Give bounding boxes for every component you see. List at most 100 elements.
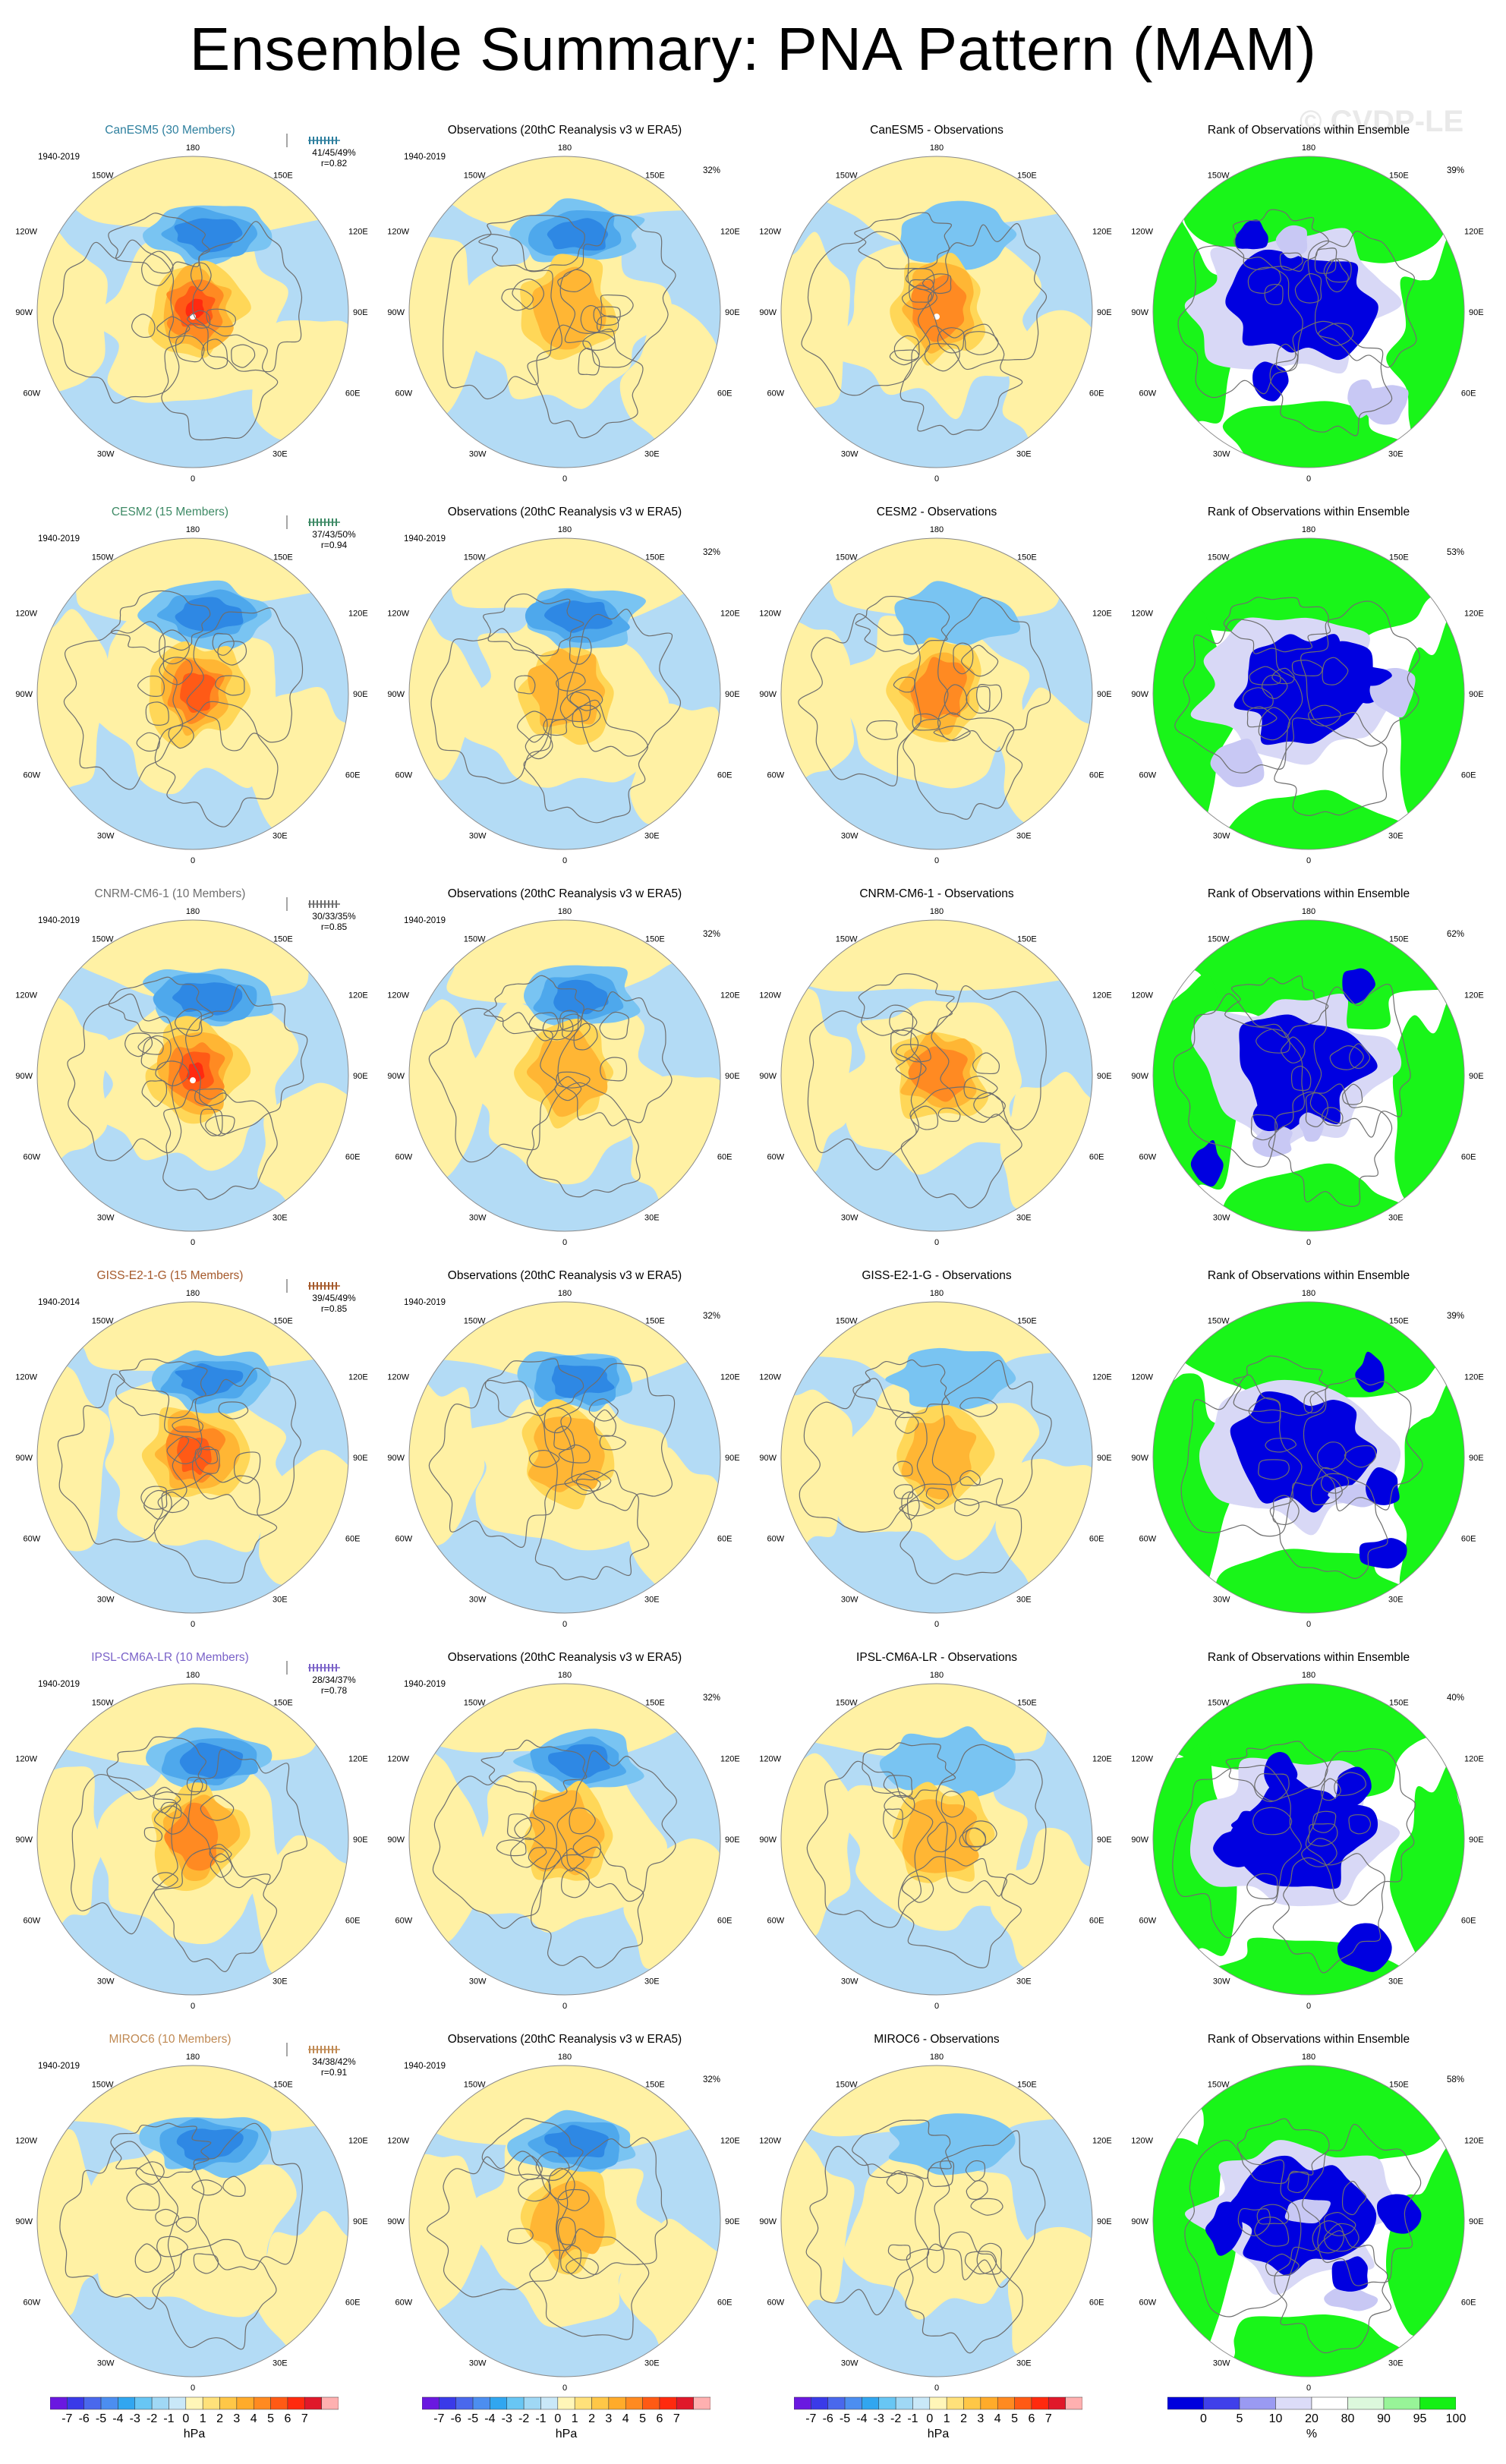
lon-label-right: 90E (1469, 2217, 1484, 2226)
lon-label-mid_upper_right: 120E (1092, 1373, 1112, 1382)
lon-label-lower_left: 30W (841, 832, 859, 841)
map-r0c1: 180 0 150W 150E 120W 120E 90W 90E 60W 60E 30W 30E (387, 143, 739, 484)
lon-label-mid_upper_left: 120W (1131, 991, 1153, 1000)
summary-row: MIROC6 (10 Members) 1940-2019 34/38/42% r=0… (0, 2031, 1506, 2410)
pattern-correlation: r=0.85 (320, 1303, 348, 1314)
lon-label-upper_right: 150E (1389, 553, 1409, 562)
lon-label-lower_right: 30E (273, 832, 288, 841)
lon-label-upper_right: 150E (1389, 935, 1409, 944)
lon-label-left: 90W (15, 308, 33, 317)
percent-label: 32% (703, 2075, 721, 2084)
percent-label: 40% (1447, 1694, 1465, 1703)
lon-label-upper_left: 150W (92, 1317, 114, 1326)
map-boundary (408, 1683, 721, 1996)
lon-label-left: 90W (1131, 1454, 1148, 1463)
lon-label-mid_lower_right: 60E (1461, 1917, 1476, 1926)
coastlines (428, 1358, 676, 1580)
colorbar-swatch (1347, 2396, 1385, 2410)
lon-label-mid_lower_right: 60E (1089, 1535, 1104, 1544)
colorbar-label: 20 (1305, 2412, 1319, 2425)
colorbar-swatch (574, 2396, 592, 2410)
colorbar-label: 4 (250, 2412, 257, 2425)
lon-label-mid_lower_left: 60W (767, 389, 784, 399)
panel-title: Rank of Observations within Ensemble (1207, 887, 1410, 900)
panel-title: CESM2 (15 Members) (111, 506, 229, 518)
lon-label-top: 180 (1302, 2053, 1315, 2062)
coastlines (443, 215, 676, 439)
map-r0c0: 180 0 150W 150E 120W 120E 90W 90E 60W 60E 30W 30E (15, 143, 367, 484)
lon-label-upper_right: 150E (645, 553, 665, 562)
map-boundary (1152, 156, 1465, 468)
lon-label-right: 90E (1097, 1072, 1112, 1081)
lon-label-top: 180 (1302, 143, 1315, 153)
lon-label-mid_lower_right: 60E (1461, 771, 1476, 780)
lon-label-bottom: 0 (1306, 2384, 1311, 2393)
colorbar-swatch (506, 2396, 525, 2410)
lon-label-lower_right: 30E (1388, 1977, 1404, 1987)
spread-whisker (286, 897, 340, 911)
pattern-correlation: r=0.82 (320, 158, 348, 169)
lon-label-mid_lower_left: 60W (1139, 1153, 1156, 1162)
lon-label-bottom: 0 (562, 856, 567, 865)
lon-label-lower_right: 30E (644, 450, 660, 459)
lon-label-lower_left: 30W (97, 1214, 115, 1223)
colorbar-swatch (1203, 2396, 1240, 2410)
lon-label-upper_left: 150W (836, 935, 858, 944)
lon-label-lower_left: 30W (1213, 2359, 1230, 2368)
lon-label-left: 90W (759, 690, 777, 699)
lon-label-mid_upper_left: 120W (1131, 1755, 1153, 1764)
lon-label-mid_upper_right: 120E (348, 610, 368, 619)
map-boundary (1152, 1683, 1465, 1996)
panel-title: MIROC6 - Observations (874, 2033, 1000, 2046)
colorbar-label: -7 (61, 2412, 73, 2425)
colorbar-swatch (608, 2396, 626, 2410)
observations-panel: Observations (20thC Reanalysis v3 w ERA5… (383, 1267, 747, 1646)
colorbar-swatches (50, 2396, 339, 2410)
lon-label-mid_upper_left: 120W (15, 991, 37, 1000)
lon-label-mid_lower_left: 60W (23, 2299, 40, 2308)
lon-label-top: 180 (186, 2053, 200, 2062)
panel-title: CNRM-CM6-1 - Observations (859, 887, 1014, 900)
lon-label-upper_right: 150E (273, 2081, 293, 2090)
lon-label-upper_right: 150E (1389, 1699, 1409, 1708)
colorbar-swatch (1419, 2396, 1456, 2410)
rank-panel: Rank of Observations within Ensemble 62% 1… (1126, 885, 1491, 1265)
colorbar-label: 2 (588, 2412, 595, 2425)
map-r2c1: 180 0 150W 150E 120W 120E 90W 90E 60W 60E 30W 30E (387, 907, 739, 1247)
lon-label-mid_lower_right: 60E (717, 1917, 733, 1926)
lon-label-upper_left: 150W (836, 553, 858, 562)
lon-label-mid_lower_right: 60E (717, 2299, 733, 2308)
observations-panel: Observations (20thC Reanalysis v3 w ERA5… (383, 2031, 747, 2410)
panel-title: Observations (20thC Reanalysis v3 w ERA5… (447, 887, 682, 900)
coastlines (427, 2118, 668, 2340)
lon-label-left: 90W (1131, 690, 1148, 699)
pattern-correlation: r=0.78 (320, 1685, 348, 1696)
lon-label-bottom: 0 (562, 2384, 567, 2393)
colorbar-label: -1 (907, 2412, 918, 2425)
colorbar-swatch (1311, 2396, 1348, 2410)
pattern-stats: 34/38/42% (312, 2056, 356, 2067)
lon-label-lower_right: 30E (1016, 1596, 1032, 1605)
colorbar-label: 10 (1268, 2412, 1283, 2425)
lon-label-top: 180 (930, 525, 944, 534)
colorbar-label: 80 (1341, 2412, 1355, 2425)
model-panel: CNRM-CM6-1 (10 Members) 1940-2019 30/33/35… (11, 885, 375, 1265)
lon-label-lower_left: 30W (469, 1596, 487, 1605)
lon-label-lower_right: 30E (644, 1596, 660, 1605)
colorbar-unit: hPa (555, 2428, 578, 2440)
map-boundary (1152, 537, 1465, 850)
coastlines (1184, 2118, 1422, 2354)
lon-label-left: 90W (759, 1835, 777, 1845)
lon-label-bottom: 0 (562, 474, 567, 484)
lon-label-mid_lower_left: 60W (395, 1153, 412, 1162)
coastlines (798, 595, 1051, 820)
lon-label-lower_left: 30W (469, 2359, 487, 2368)
colorbar-label: 1 (571, 2412, 578, 2425)
lon-label-lower_right: 30E (273, 2359, 288, 2368)
lon-label-upper_right: 150E (1389, 1317, 1409, 1326)
coastlines (67, 976, 308, 1200)
lon-label-upper_left: 150W (836, 1699, 858, 1708)
percent-label: 32% (703, 930, 721, 939)
years-label: 1940-2019 (404, 916, 446, 925)
lon-label-mid_upper_right: 120E (1092, 1755, 1112, 1764)
